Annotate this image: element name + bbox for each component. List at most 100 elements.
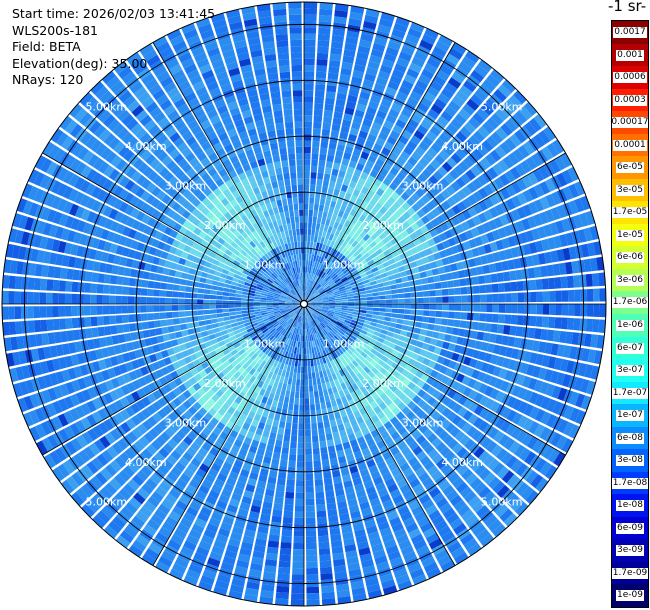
range-gate-cell: [359, 312, 367, 317]
range-gate-cell: [542, 445, 555, 460]
range-gate-cell: [442, 484, 455, 497]
range-gate-cell: [354, 243, 362, 251]
range-gate-cell: [548, 277, 556, 290]
range-gate-cell: [350, 281, 357, 286]
range-gate-cell: [455, 177, 466, 188]
range-gate-cell: [33, 306, 41, 319]
range-gate-cell: [402, 281, 410, 288]
range-gate-cell: [525, 470, 539, 485]
range-gate-cell: [426, 567, 442, 579]
range-gate-cell: [260, 513, 271, 522]
range-gate-cell: [476, 266, 484, 275]
range-gate-cell: [492, 523, 507, 538]
range-gate-cell: [371, 266, 379, 273]
range-gate-cell: [477, 144, 489, 156]
range-gate-cell: [241, 304, 248, 308]
range-gate-cell: [421, 241, 430, 250]
range-gate-cell: [535, 477, 549, 493]
range-gate-cell: [83, 294, 91, 304]
range-gate-cell: [326, 239, 332, 247]
range-gate-cell: [222, 304, 229, 309]
range-gate-cell: [304, 109, 313, 116]
range-gate-cell: [358, 421, 367, 430]
range-gate-cell: [387, 40, 401, 51]
range-gate-cell: [547, 237, 556, 250]
range-gate-cell: [498, 293, 506, 303]
range-gate-cell: [531, 254, 540, 266]
range-gate-cell: [330, 399, 338, 408]
range-gate-cell: [222, 556, 236, 566]
range-gate-cell: [318, 331, 323, 338]
range-gate-cell: [327, 292, 334, 296]
range-gate-cell: [46, 306, 53, 318]
range-gate-cell: [299, 404, 304, 411]
range-gate-cell: [357, 354, 365, 362]
range-gate-cell: [533, 113, 547, 129]
range-gate-cell: [304, 33, 316, 40]
range-gate-cell: [347, 385, 355, 394]
range-gate-cell: [306, 309, 310, 316]
range-gate-cell: [438, 232, 448, 242]
range-gate-cell: [351, 332, 359, 338]
range-gate-cell: [401, 201, 411, 211]
range-gate-cell: [417, 304, 424, 310]
range-gate-cell: [310, 359, 314, 367]
range-gate-cell: [331, 264, 338, 271]
range-gate-cell: [331, 318, 338, 323]
range-gate-cell: [337, 223, 344, 231]
range-gate-cell: [306, 272, 309, 280]
range-gate-cell: [160, 282, 168, 290]
range-gate-cell: [270, 464, 279, 472]
range-gate-cell: [467, 543, 482, 556]
range-gate-cell: [354, 109, 365, 118]
range-gate-cell: [307, 308, 312, 315]
range-gate-cell: [411, 113, 423, 124]
range-gate-cell: [528, 242, 538, 254]
range-gate-cell: [379, 299, 386, 304]
range-gate-cell: [103, 315, 110, 325]
range-gate-cell: [541, 355, 551, 368]
range-gate-cell: [307, 354, 310, 361]
range-gate-cell: [380, 244, 388, 252]
range-gate-cell: [366, 525, 378, 535]
range-gate-cell: [474, 464, 487, 476]
range-gate-cell: [222, 296, 229, 300]
range-gate-cell: [426, 201, 436, 211]
range-gate-cell: [515, 326, 523, 337]
range-gate-cell: [186, 322, 194, 329]
range-gate-cell: [410, 533, 424, 545]
range-gate-cell: [265, 488, 275, 497]
range-gate-cell: [375, 278, 383, 284]
range-gate-cell: [554, 277, 562, 289]
range-gate-cell: [561, 290, 569, 302]
range-gate-cell: [460, 312, 468, 320]
range-gate-cell: [316, 276, 321, 283]
range-gate-cell: [416, 309, 424, 316]
range-gate-cell: [337, 348, 344, 355]
range-gate-cell: [287, 352, 291, 359]
range-gate-cell: [498, 304, 506, 313]
range-gate-cell: [328, 297, 335, 300]
range-gate-cell: [398, 304, 405, 309]
range-gate-cell: [306, 316, 309, 323]
range-gate-cell: [384, 312, 392, 317]
range-gate-cell: [344, 206, 352, 214]
range-gate-cell: [381, 579, 396, 589]
range-gate-cell: [561, 304, 569, 316]
range-gate-cell: [366, 175, 376, 184]
range-gate-cell: [430, 103, 443, 115]
range-gate-cell: [296, 480, 304, 487]
range-gate-cell: [395, 233, 404, 242]
range-gate-cell: [430, 159, 441, 170]
range-gate-cell: [333, 276, 340, 282]
range-gate-cell: [313, 466, 322, 474]
range-gate-cell: [335, 236, 342, 244]
range-gate-cell: [307, 260, 311, 267]
range-gate-cell: [361, 474, 372, 483]
range-gate-cell: [457, 464, 469, 476]
range-gate-cell: [311, 146, 320, 154]
range-gate-cell: [304, 417, 311, 424]
range-gate-cell: [546, 398, 557, 412]
range-gate-cell: [329, 457, 338, 466]
range-gate-cell: [273, 394, 280, 402]
